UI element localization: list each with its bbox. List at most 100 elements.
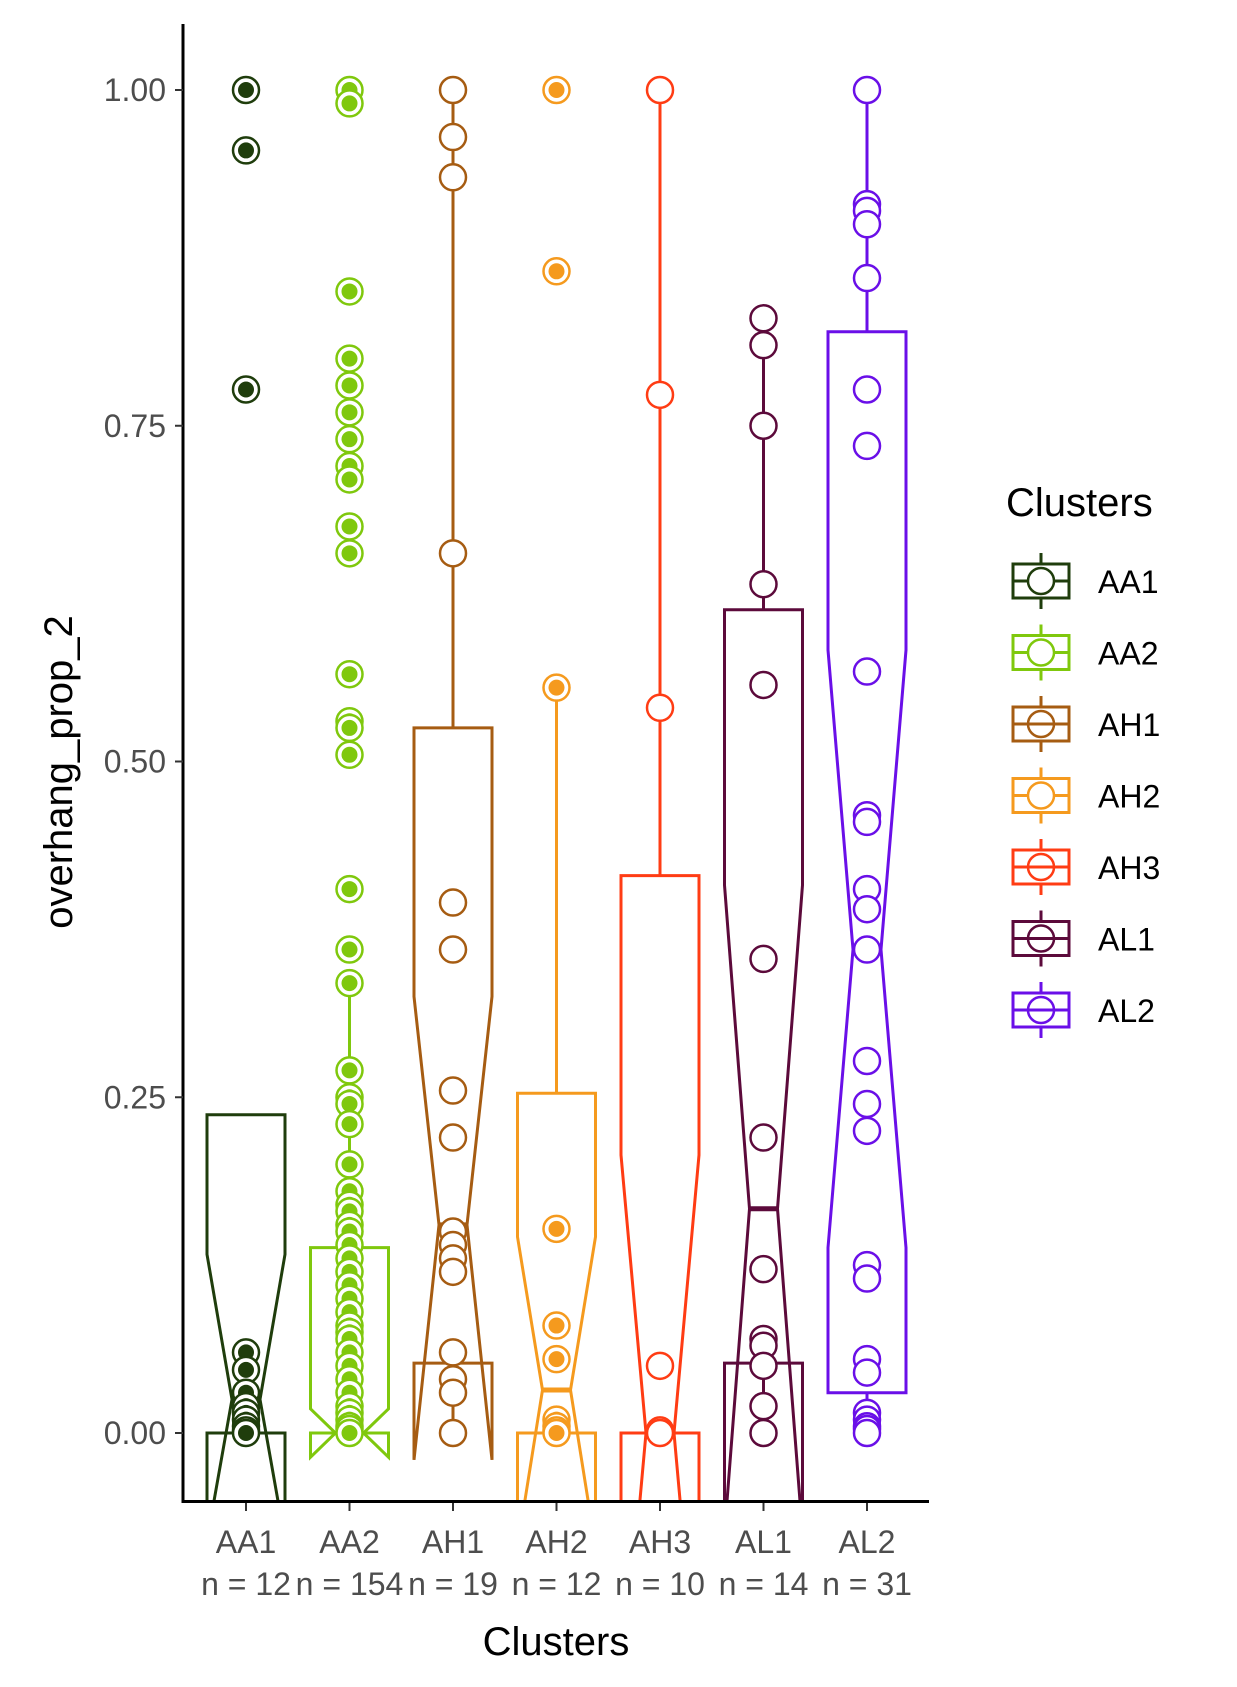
data-point bbox=[438, 1338, 468, 1367]
data-point-fill bbox=[341, 666, 358, 683]
legend-label: AL2 bbox=[1098, 993, 1155, 1029]
data-point bbox=[438, 1378, 468, 1407]
data-point-fill bbox=[341, 471, 358, 488]
data-point-fill bbox=[548, 263, 565, 280]
legend-key-point bbox=[1026, 781, 1056, 810]
data-point-fill bbox=[548, 1220, 565, 1237]
data-point bbox=[645, 75, 675, 105]
data-point bbox=[852, 1116, 882, 1146]
data-point bbox=[438, 1257, 468, 1287]
x-tick-sublabel: n = 14 bbox=[719, 1566, 809, 1602]
data-point bbox=[852, 657, 882, 686]
notched-box bbox=[309, 1246, 390, 1461]
notched-box bbox=[516, 1091, 597, 1500]
y-axis-title: overhang_prop_2 bbox=[37, 615, 81, 929]
legend-label: AH1 bbox=[1098, 707, 1160, 743]
data-point bbox=[852, 1358, 882, 1387]
legend: Clusters AA1 AA2 AH1 AH2 AH3 AL1 AL2 bbox=[1006, 481, 1160, 1038]
data-point-fill bbox=[341, 404, 358, 421]
x-tick-label: AL2 bbox=[839, 1524, 896, 1560]
legend-key-point bbox=[1026, 638, 1056, 667]
data-point-fill bbox=[341, 746, 358, 763]
data-point bbox=[852, 807, 882, 837]
data-point-fill bbox=[341, 518, 358, 535]
series-aa2 bbox=[309, 75, 390, 1461]
legend-item-aa2: AA2 bbox=[1011, 624, 1158, 681]
legend-label: AA2 bbox=[1098, 636, 1158, 672]
data-point bbox=[749, 1254, 778, 1284]
legend-label: AL1 bbox=[1098, 922, 1155, 958]
legend-item-ah1: AH1 bbox=[1011, 696, 1160, 752]
data-point bbox=[645, 1351, 675, 1381]
data-point bbox=[438, 1123, 468, 1152]
data-point bbox=[852, 1046, 882, 1076]
data-point-fill bbox=[341, 1062, 358, 1079]
notched-box bbox=[205, 1113, 287, 1500]
data-point bbox=[749, 1418, 778, 1448]
data-point bbox=[438, 1076, 468, 1105]
y-tick-label: 0.50 bbox=[104, 744, 166, 780]
data-point-fill bbox=[341, 1116, 358, 1133]
data-point bbox=[852, 263, 882, 293]
x-tick-label: AH1 bbox=[422, 1524, 484, 1560]
data-point bbox=[852, 375, 882, 404]
data-point-fill bbox=[238, 142, 254, 159]
x-tick-label: AA1 bbox=[216, 1524, 276, 1560]
data-point-fill bbox=[341, 1156, 358, 1173]
legend-item-ah2: AH2 bbox=[1011, 767, 1160, 824]
data-point bbox=[438, 75, 468, 105]
data-point bbox=[749, 411, 778, 440]
notched-box bbox=[826, 330, 908, 1395]
data-point-fill bbox=[341, 283, 358, 300]
legend-item-al1: AL1 bbox=[1011, 910, 1155, 967]
data-point bbox=[438, 122, 468, 152]
data-point-fill bbox=[341, 719, 358, 736]
legend-title: Clusters bbox=[1006, 481, 1153, 525]
data-point bbox=[852, 75, 882, 105]
y-tick-label: 1.00 bbox=[104, 72, 166, 108]
data-point-fill bbox=[341, 1095, 358, 1112]
data-point-fill bbox=[341, 377, 358, 394]
notched-box bbox=[619, 874, 701, 1500]
data-point bbox=[852, 894, 882, 924]
data-point bbox=[645, 1418, 675, 1448]
notched-box bbox=[412, 726, 494, 1461]
series-ah1 bbox=[412, 75, 494, 1461]
legend-label: AA1 bbox=[1098, 564, 1158, 600]
x-tick-label: AH2 bbox=[525, 1524, 587, 1560]
y-tick-label: 0.75 bbox=[104, 408, 166, 444]
data-point bbox=[852, 431, 882, 461]
x-tick-sublabel: n = 12 bbox=[512, 1566, 602, 1602]
legend-label: AH2 bbox=[1098, 779, 1160, 815]
data-point bbox=[645, 693, 675, 723]
data-point-fill bbox=[341, 881, 358, 898]
data-point-fill bbox=[548, 1317, 565, 1334]
data-point bbox=[852, 1264, 882, 1293]
data-point-fill bbox=[341, 975, 358, 992]
legend-key-point bbox=[1026, 924, 1056, 953]
data-point bbox=[438, 888, 468, 917]
data-point-fill bbox=[238, 381, 254, 398]
x-tick-label: AH3 bbox=[629, 1524, 691, 1560]
data-point bbox=[852, 935, 882, 964]
data-point-fill bbox=[341, 941, 358, 958]
y-tick-label: 0.25 bbox=[104, 1079, 166, 1115]
x-tick-sublabel: n = 19 bbox=[408, 1566, 498, 1602]
data-point-fill bbox=[238, 82, 254, 98]
y-tick-label: 0.00 bbox=[104, 1415, 166, 1451]
legend-key-point bbox=[1026, 852, 1056, 882]
data-point bbox=[749, 944, 778, 974]
legend-key-point bbox=[1026, 995, 1056, 1025]
series-ah3 bbox=[619, 75, 701, 1500]
data-point bbox=[438, 539, 468, 568]
x-tick-label: AL1 bbox=[735, 1524, 792, 1560]
data-point-fill bbox=[341, 1425, 358, 1441]
series-aa1 bbox=[205, 75, 287, 1500]
data-point bbox=[749, 304, 778, 333]
data-point bbox=[749, 1123, 778, 1152]
x-tick-label: AA2 bbox=[319, 1524, 379, 1560]
data-point-fill bbox=[341, 545, 358, 562]
legend-key-point bbox=[1026, 566, 1056, 596]
data-point bbox=[438, 1418, 468, 1448]
